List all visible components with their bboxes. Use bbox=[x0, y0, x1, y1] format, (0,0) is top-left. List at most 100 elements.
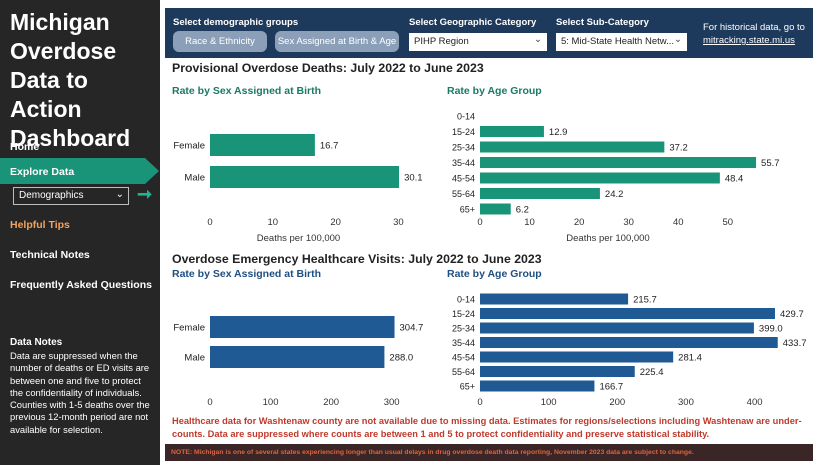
ed-sex-tick-label: 0 bbox=[207, 397, 212, 408]
ed-age-category-label: 65+ bbox=[460, 382, 475, 392]
ed-age-bar bbox=[480, 293, 629, 305]
ed-age-data-label: 429.7 bbox=[780, 309, 804, 320]
ed-age-bar bbox=[480, 337, 778, 348]
deaths-sex-tick-label: 0 bbox=[207, 217, 212, 228]
deaths-age-data-label: 24.2 bbox=[605, 189, 624, 200]
historical-data-link[interactable]: mitracking.state.mi.us bbox=[703, 35, 795, 46]
deaths-age-category-label: 65+ bbox=[460, 205, 475, 215]
deaths-age-category-label: 35-44 bbox=[452, 158, 475, 168]
deaths-age-category-label: 25-34 bbox=[452, 143, 475, 153]
nav-explore-data[interactable]: Explore Data bbox=[10, 166, 75, 178]
ed-age-bar bbox=[480, 322, 754, 334]
charts-canvas: Female 16.7 Male 30.1 0 10 20 30 Deaths per 100,… bbox=[173, 112, 806, 409]
filter-bar: Select demographic groups Race & Ethnici… bbox=[165, 8, 813, 58]
deaths-age-data-label: 48.4 bbox=[725, 174, 744, 185]
ed-age-category-label: 45-54 bbox=[452, 353, 475, 363]
deaths-age-bar bbox=[480, 203, 511, 215]
deaths-age-data-label: 12.9 bbox=[549, 127, 568, 138]
deaths-age-bar bbox=[480, 141, 665, 153]
ed-age-data-label: 166.7 bbox=[599, 382, 623, 393]
data-notes-title: Data Notes bbox=[10, 337, 63, 348]
data-notes-text: Data are suppressed when the number of d… bbox=[10, 350, 150, 435]
nav-faq[interactable]: Frequently Asked Questions bbox=[10, 279, 152, 291]
deaths-sex-tick-label: 20 bbox=[330, 217, 341, 228]
deaths-section-title: Provisional Overdose Deaths: July 2022 t… bbox=[172, 61, 484, 75]
deaths-sex-category-label: Female bbox=[173, 141, 205, 152]
deaths-sex-subtitle: Rate by Sex Assigned at Birth bbox=[172, 85, 321, 97]
nav-explore-pointer bbox=[145, 158, 159, 184]
washtenaw-warning: Healthcare data for Washtenaw county are… bbox=[172, 416, 802, 439]
ed-sex-category-label: Male bbox=[184, 353, 205, 364]
ed-age-data-label: 215.7 bbox=[633, 295, 657, 306]
ed-age-category-label: 25-34 bbox=[452, 324, 475, 334]
deaths-age-bar bbox=[480, 157, 757, 168]
historical-data-text: For historical data, go to bbox=[703, 22, 805, 33]
deaths-age-tick-label: 30 bbox=[623, 217, 634, 228]
deaths-sex-bar bbox=[210, 134, 315, 156]
deaths-age-tick-label: 40 bbox=[673, 217, 684, 228]
deaths-sex-tick-label: 30 bbox=[393, 217, 404, 228]
ed-age-subtitle: Rate by Age Group bbox=[447, 268, 542, 280]
deaths-sex-category-label: Male bbox=[184, 173, 205, 184]
deaths-age-subtitle: Rate by Age Group bbox=[447, 85, 542, 97]
demographic-groups-label: Select demographic groups bbox=[173, 17, 299, 28]
ed-sex-bar bbox=[210, 316, 395, 338]
deaths-age-category-label: 15-24 bbox=[452, 127, 475, 137]
go-arrow-icon[interactable]: ➞ bbox=[137, 184, 153, 204]
demographics-select-value: Demographics bbox=[19, 190, 84, 201]
deaths-age-bar bbox=[480, 172, 720, 184]
ed-age-tick-label: 400 bbox=[747, 397, 763, 408]
ed-age-tick-label: 200 bbox=[609, 397, 625, 408]
nav-home[interactable]: Home bbox=[10, 141, 40, 153]
ed-sex-data-label: 304.7 bbox=[400, 323, 424, 334]
ed-age-bar bbox=[480, 366, 635, 377]
chevron-down-icon: ⌄ bbox=[534, 34, 542, 45]
nav-helpful-tips[interactable]: Helpful Tips bbox=[10, 219, 70, 231]
deaths-age-data-label: 55.7 bbox=[761, 158, 780, 169]
ed-age-category-label: 35-44 bbox=[452, 338, 475, 348]
ed-age-data-label: 225.4 bbox=[640, 367, 664, 378]
ed-age-tick-label: 100 bbox=[541, 397, 557, 408]
ed-age-tick-label: 300 bbox=[678, 397, 694, 408]
ed-age-category-label: 55-64 bbox=[452, 367, 475, 377]
deaths-sex-data-label: 16.7 bbox=[320, 141, 339, 152]
deaths-age-tick-label: 50 bbox=[722, 217, 733, 228]
deaths-age-tick-label: 20 bbox=[574, 217, 585, 228]
ed-sex-tick-label: 100 bbox=[263, 397, 279, 408]
deaths-sex-axis-label: Deaths per 100,000 bbox=[257, 233, 340, 244]
ed-sex-subtitle: Rate by Sex Assigned at Birth bbox=[172, 268, 321, 280]
nav-explore-highlight bbox=[0, 158, 145, 184]
demographics-select[interactable]: Demographics ⌄ bbox=[13, 187, 129, 205]
ed-age-category-label: 0-14 bbox=[457, 295, 475, 305]
ed-age-category-label: 15-24 bbox=[452, 309, 475, 319]
deaths-sex-bar bbox=[210, 166, 400, 188]
deaths-age-bar bbox=[480, 126, 544, 137]
deaths-age-axis-label: Deaths per 100,000 bbox=[566, 233, 649, 244]
geographic-category-label: Select Geographic Category bbox=[409, 17, 537, 28]
nav-technical-notes[interactable]: Technical Notes bbox=[10, 249, 90, 261]
deaths-sex-data-label: 30.1 bbox=[404, 173, 423, 184]
ed-age-data-label: 399.0 bbox=[759, 324, 783, 335]
race-ethnicity-button[interactable]: Race & Ethnicity bbox=[173, 31, 267, 52]
ed-age-bar bbox=[480, 351, 674, 363]
sub-category-value: 5: Mid-State Health Netw... bbox=[561, 36, 674, 47]
ed-section-title: Overdose Emergency Healthcare Visits: Ju… bbox=[172, 252, 542, 266]
deaths-age-data-label: 37.2 bbox=[669, 143, 688, 154]
ed-age-bar bbox=[480, 380, 595, 392]
sub-category-select[interactable]: 5: Mid-State Health Netw... ⌄ bbox=[556, 33, 687, 51]
sub-category-label: Select Sub-Category bbox=[556, 17, 649, 28]
ed-sex-data-label: 288.0 bbox=[389, 353, 413, 364]
sidebar: Michigan Overdose Data to Action Dashboa… bbox=[0, 0, 160, 465]
ed-sex-category-label: Female bbox=[173, 323, 205, 334]
ed-age-data-label: 281.4 bbox=[678, 353, 702, 364]
deaths-age-bar bbox=[480, 188, 600, 199]
ed-age-bar bbox=[480, 308, 775, 319]
deaths-age-category-label: 55-64 bbox=[452, 189, 475, 199]
ed-age-tick-label: 0 bbox=[477, 397, 482, 408]
app-title: Michigan Overdose Data to Action Dashboa… bbox=[10, 9, 131, 151]
deaths-age-tick-label: 0 bbox=[477, 217, 482, 228]
sex-age-button[interactable]: Sex Assigned at Birth & Age bbox=[275, 31, 399, 52]
geographic-category-select[interactable]: PIHP Region ⌄ bbox=[409, 33, 547, 51]
ed-sex-tick-label: 200 bbox=[323, 397, 339, 408]
deaths-age-category-label: 0-14 bbox=[457, 112, 475, 122]
